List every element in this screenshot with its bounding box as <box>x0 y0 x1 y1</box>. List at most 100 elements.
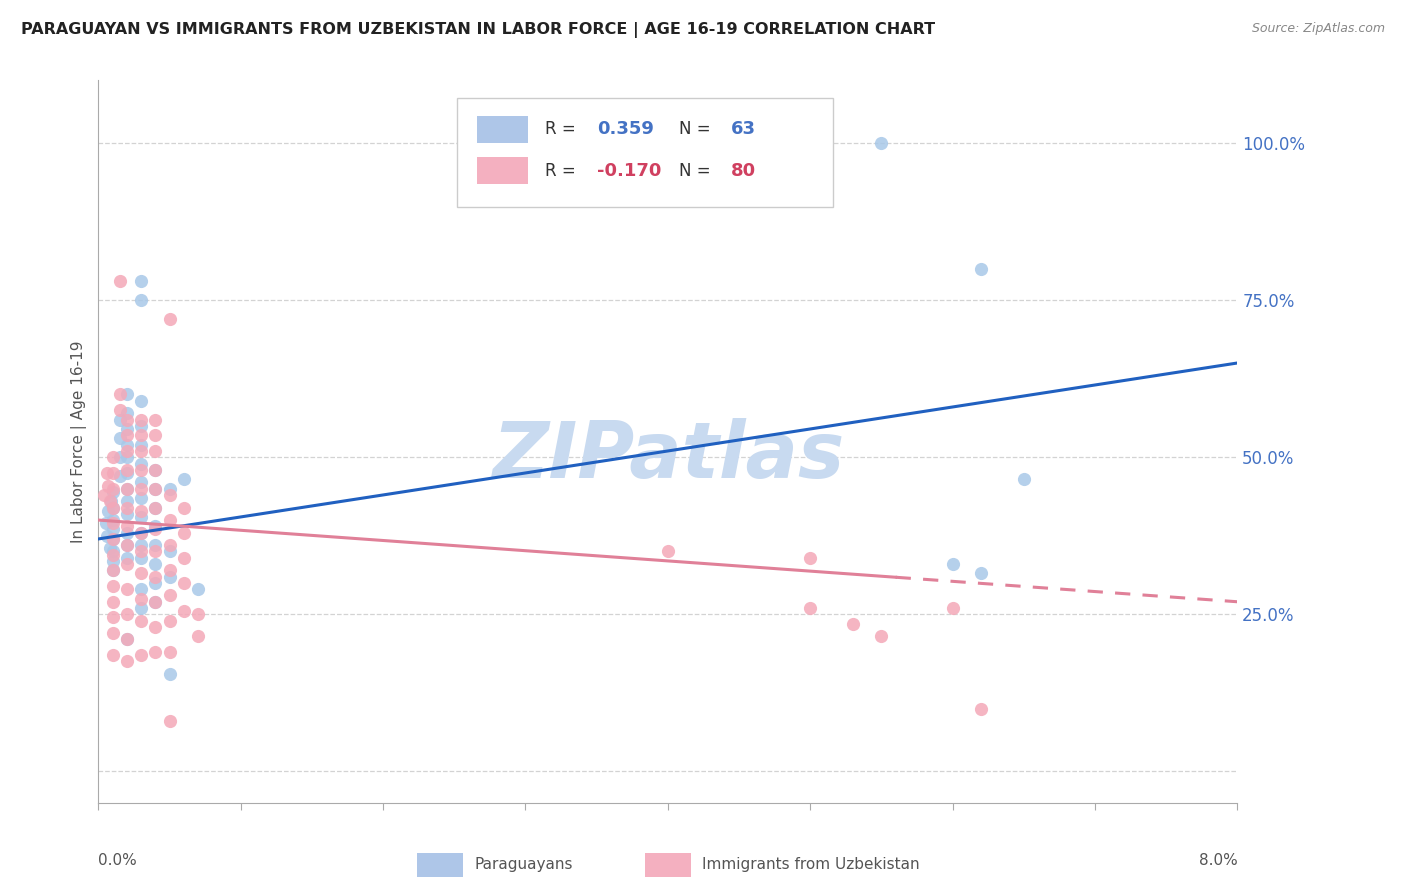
Point <box>115 422 138 436</box>
Point <box>115 466 138 480</box>
Point <box>115 550 138 565</box>
Point <box>94 516 117 531</box>
Point <box>129 463 152 477</box>
Text: Immigrants from Uzbekistan: Immigrants from Uzbekistan <box>702 856 920 871</box>
Point <box>115 450 138 465</box>
Point <box>101 500 124 515</box>
Point <box>115 655 138 669</box>
Point <box>173 604 195 618</box>
Point <box>145 500 167 515</box>
Point <box>870 136 893 150</box>
Point <box>101 513 124 527</box>
Point <box>96 529 118 543</box>
Point <box>173 550 195 565</box>
Point <box>159 645 181 659</box>
Point <box>101 482 124 496</box>
Point <box>108 387 131 401</box>
Point <box>101 516 124 531</box>
Point <box>115 463 138 477</box>
Point <box>145 482 167 496</box>
Point <box>129 601 152 615</box>
Point <box>145 595 167 609</box>
Point <box>115 538 138 552</box>
Point <box>115 519 138 533</box>
Point <box>129 418 152 433</box>
Point <box>101 579 124 593</box>
FancyBboxPatch shape <box>477 157 527 185</box>
Text: PARAGUAYAN VS IMMIGRANTS FROM UZBEKISTAN IN LABOR FORCE | AGE 16-19 CORRELATION : PARAGUAYAN VS IMMIGRANTS FROM UZBEKISTAN… <box>21 22 935 38</box>
Point <box>129 428 152 442</box>
FancyBboxPatch shape <box>457 98 832 207</box>
Point <box>159 538 181 552</box>
Text: 0.0%: 0.0% <box>98 854 138 869</box>
Point <box>173 500 195 515</box>
Point <box>173 575 195 590</box>
Point <box>108 412 131 426</box>
Point <box>799 601 821 615</box>
Point <box>115 428 138 442</box>
Text: N =: N = <box>679 161 716 179</box>
Point <box>129 550 152 565</box>
Point <box>101 466 124 480</box>
Point <box>145 412 167 426</box>
Point <box>970 261 993 276</box>
Point <box>129 412 152 426</box>
Point <box>101 548 124 562</box>
Point <box>129 538 152 552</box>
Point <box>115 438 138 452</box>
Text: -0.170: -0.170 <box>598 161 662 179</box>
Point <box>115 582 138 597</box>
Point <box>159 563 181 577</box>
Point <box>129 591 152 606</box>
Point <box>970 701 993 715</box>
Point <box>101 500 124 515</box>
FancyBboxPatch shape <box>418 854 463 877</box>
Point <box>145 500 167 515</box>
Text: Source: ZipAtlas.com: Source: ZipAtlas.com <box>1251 22 1385 36</box>
Point <box>129 510 152 524</box>
Point <box>145 444 167 458</box>
Point <box>101 523 124 537</box>
Point <box>145 575 167 590</box>
Point <box>101 595 124 609</box>
Point <box>145 544 167 558</box>
Point <box>115 525 138 540</box>
Point <box>101 484 124 499</box>
Point <box>129 274 152 288</box>
Point <box>115 632 138 647</box>
Point <box>97 478 120 492</box>
Point <box>159 513 181 527</box>
Point <box>129 648 152 662</box>
Point <box>96 466 118 480</box>
Text: N =: N = <box>679 120 716 138</box>
Point <box>115 387 138 401</box>
Point <box>115 507 138 521</box>
Point <box>159 488 181 502</box>
Point <box>98 494 121 508</box>
Point <box>842 616 865 631</box>
Point <box>799 550 821 565</box>
Point <box>129 491 152 505</box>
Point <box>159 312 181 326</box>
Point <box>115 406 138 420</box>
Point <box>115 412 138 426</box>
Point <box>101 610 124 624</box>
Text: ZIPatlas: ZIPatlas <box>492 418 844 494</box>
Point <box>115 444 138 458</box>
Point <box>101 554 124 568</box>
Point <box>101 563 124 577</box>
Point <box>129 614 152 628</box>
Point <box>115 482 138 496</box>
Point <box>145 569 167 583</box>
Y-axis label: In Labor Force | Age 16-19: In Labor Force | Age 16-19 <box>72 340 87 543</box>
Point <box>145 482 167 496</box>
Point <box>115 538 138 552</box>
Point <box>145 645 167 659</box>
Point <box>129 444 152 458</box>
Point <box>129 525 152 540</box>
Point <box>129 582 152 597</box>
Point <box>145 538 167 552</box>
Point <box>159 667 181 681</box>
Point <box>108 274 131 288</box>
Point <box>115 557 138 571</box>
